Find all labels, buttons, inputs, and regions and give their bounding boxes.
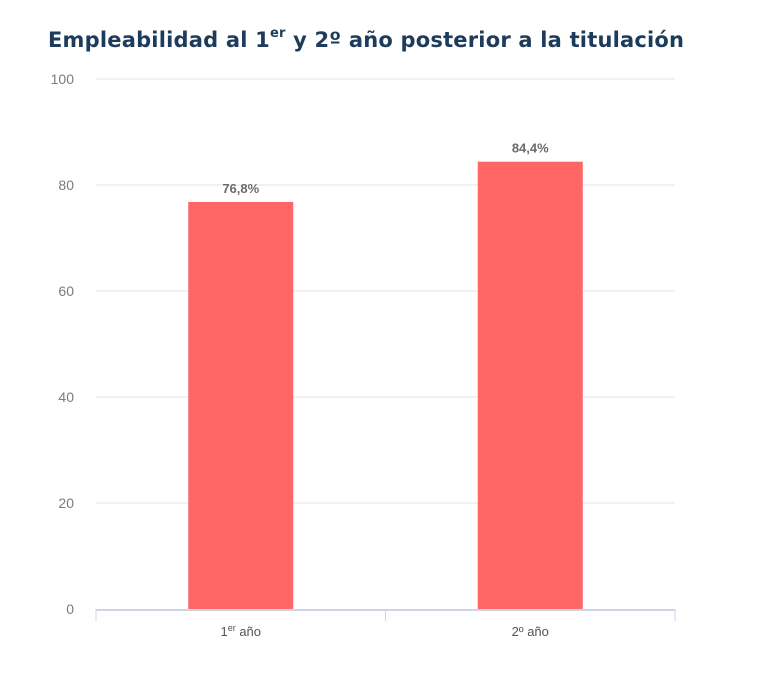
chart-title: Empleabilidad al 1er y 2º año posterior … [48,26,685,52]
y-tick-label: 40 [58,389,74,405]
chart-title-superscript: er [269,26,286,41]
bar-2 [477,161,583,609]
y-tick-label: 80 [58,177,74,193]
x-category-label-2: 2º año [512,624,549,639]
data-label-1: 76,8% [222,181,259,196]
y-tick-label: 60 [58,283,74,299]
bar-series [188,161,583,609]
y-tick-label: 100 [51,71,75,87]
y-tick-label: 20 [58,495,74,511]
category-text-rest: año [236,624,261,639]
x-category-label-1: 1er año [220,623,261,639]
gridlines [96,78,675,504]
chart-title-text-rest: y 2º año posterior a la titulación [285,28,685,52]
chart-title-text: Empleabilidad al 1 [48,28,270,52]
category-text: 1 [220,624,227,639]
y-tick-label: 0 [66,601,74,617]
x-axis: 1er año 2º año [95,609,676,639]
data-label-2: 84,4% [512,141,549,156]
data-labels: 76,8% 84,4% [222,141,549,196]
category-text: 2º año [512,624,549,639]
y-axis: 0 20 40 60 80 100 [51,71,75,617]
category-superscript: er [228,623,236,633]
bar-1 [188,201,294,609]
